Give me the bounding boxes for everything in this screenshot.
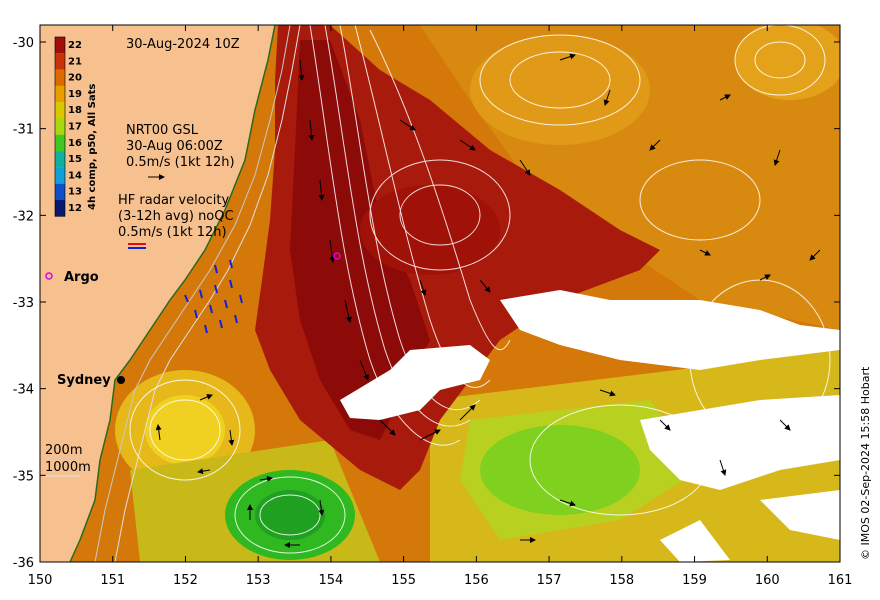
current-time: 30-Aug 06:00Z	[126, 139, 223, 154]
radar-qc: (3-12h avg) noQC	[118, 209, 234, 224]
colorbar-tick-label: 12	[68, 203, 82, 214]
current-title: NRT00 GSL	[126, 123, 199, 138]
y-tick-label: -30	[13, 36, 34, 51]
x-tick-label: 161	[828, 573, 853, 588]
x-tick-label: 154	[318, 573, 343, 588]
x-tick-label: 157	[537, 573, 562, 588]
hf-radar-vectors	[184, 259, 243, 334]
land-australia	[40, 25, 275, 562]
colorbar-segment	[55, 85, 65, 103]
colorbar-segment	[55, 118, 65, 135]
colorbar-segment	[55, 102, 65, 119]
x-tick-label: 155	[391, 573, 416, 588]
plot-frame	[39, 24, 841, 563]
colorbar: 22 21 20 19 18 17 16 15 14 13 12	[54, 36, 82, 217]
cloud-1	[340, 345, 490, 420]
eac-jet	[290, 40, 430, 440]
sydney-label: Sydney	[57, 373, 111, 388]
colorbar-frame	[54, 36, 66, 217]
x-tick-label: 153	[246, 573, 271, 588]
colorbar-tick-label: 22	[68, 40, 82, 51]
x-axis: 150 151 152 153 154 155 156 157 158 159 160 161	[28, 25, 853, 588]
x-tick-label: 150	[28, 573, 53, 588]
x-tick-label: 160	[755, 573, 780, 588]
eddy-south-core	[255, 490, 325, 540]
colorbar-segment	[55, 53, 65, 70]
y-tick-label: -32	[13, 209, 34, 224]
argo-label: Argo	[64, 270, 99, 285]
x-tick-label: 152	[173, 573, 198, 588]
cloud-5	[660, 520, 730, 562]
colorbar-tick-label: 13	[68, 187, 82, 198]
sst-field	[40, 25, 840, 562]
colorbar-tick-label: 16	[68, 138, 82, 149]
isobath-200m	[94, 25, 291, 562]
colorbar-tick-label: 18	[68, 105, 82, 116]
argo-legend-icon	[45, 272, 53, 280]
colorbar-segment	[55, 151, 65, 168]
colorbar-segment	[55, 37, 65, 54]
argo-float-marker	[333, 252, 341, 260]
y-tick-label: -34	[13, 383, 34, 398]
y-tick-label: -35	[13, 469, 34, 484]
colorbar-tick-label: 19	[68, 89, 82, 100]
depth-legend-1000m: 1000m	[45, 460, 91, 475]
colorbar-segment	[55, 200, 65, 217]
current-scale: 0.5m/s (1kt 12h)	[126, 155, 235, 170]
y-axis: -30 -31 -32 -33 -34 -35 -36	[13, 36, 840, 571]
x-tick-label: 151	[100, 573, 125, 588]
colorbar-tick-label: 14	[68, 170, 82, 181]
isobath-1000m	[114, 25, 301, 562]
sst-patch-green	[480, 425, 640, 515]
velocity-vectors	[155, 53, 821, 548]
x-tick-label: 156	[464, 573, 489, 588]
y-tick-label: -33	[13, 296, 34, 311]
x-tick-label: 159	[682, 573, 707, 588]
colorbar-segment	[55, 167, 65, 184]
colorbar-title: 4h comp, p50, All Sats	[87, 84, 98, 210]
coastline	[69, 25, 276, 562]
colorbar-segment	[55, 69, 65, 86]
y-tick-label: -31	[13, 123, 34, 138]
y-tick-label: -36	[13, 556, 34, 571]
eac-eddy-north	[360, 185, 500, 275]
colorbar-segment	[55, 183, 65, 200]
colorbar-tick-label: 17	[68, 122, 82, 133]
credit-text: © IMOS 02-Sep-2024 15:58 Hobart	[859, 366, 872, 560]
x-tick-label: 158	[609, 573, 634, 588]
radar-title: HF radar velocity	[118, 193, 230, 208]
colorbar-tick-label: 20	[68, 73, 82, 84]
depth-legend-200m: 200m	[45, 443, 82, 458]
cloud-2	[500, 290, 840, 370]
colorbar-tick-label: 21	[68, 56, 82, 67]
cloud-4	[760, 490, 840, 540]
cloud-3	[640, 395, 840, 490]
date-label: 30-Aug-2024 10Z	[126, 37, 240, 52]
colorbar-segment	[55, 134, 65, 152]
colorbar-tick-label: 15	[68, 154, 82, 165]
eddy-west-core	[145, 395, 225, 465]
radar-scale: 0.5m/s (1kt 12h)	[118, 225, 227, 240]
sst-patch-ne	[735, 25, 840, 100]
sydney-marker	[117, 376, 125, 384]
